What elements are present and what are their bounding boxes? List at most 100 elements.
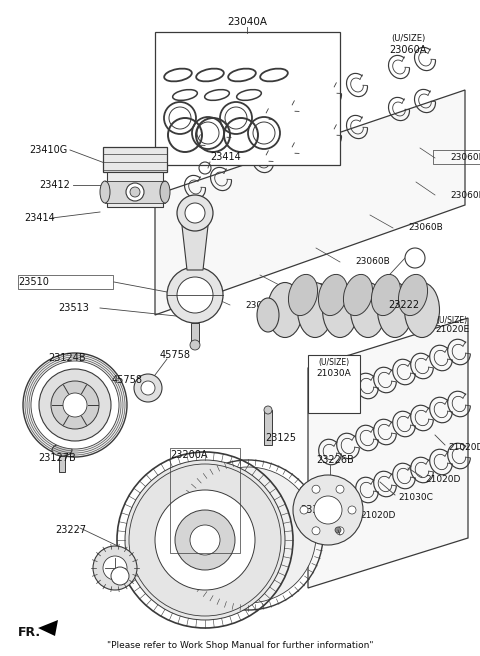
Bar	[103, 147, 167, 172]
Circle shape	[180, 467, 316, 603]
Circle shape	[314, 496, 342, 524]
Circle shape	[264, 406, 272, 414]
Ellipse shape	[267, 283, 302, 337]
Text: 23060B: 23060B	[300, 283, 335, 293]
Circle shape	[405, 248, 425, 268]
Bar	[155, 32, 340, 165]
Text: 23060B: 23060B	[450, 154, 480, 163]
Ellipse shape	[318, 274, 348, 316]
Text: "Please refer to Work Shop Manual for further information": "Please refer to Work Shop Manual for fu…	[107, 640, 373, 649]
Text: 23510: 23510	[18, 277, 49, 287]
Bar	[170, 448, 240, 553]
Polygon shape	[181, 217, 209, 270]
Text: 23040A: 23040A	[227, 17, 267, 27]
Polygon shape	[38, 620, 58, 636]
Text: A: A	[117, 571, 123, 581]
Text: FR.: FR.	[18, 626, 41, 638]
Ellipse shape	[343, 274, 372, 316]
Ellipse shape	[405, 283, 440, 337]
Ellipse shape	[52, 444, 72, 456]
Circle shape	[141, 381, 155, 395]
Circle shape	[129, 464, 281, 616]
Circle shape	[185, 203, 205, 223]
Text: 23060B: 23060B	[408, 224, 443, 232]
Ellipse shape	[323, 283, 358, 337]
Circle shape	[23, 353, 127, 457]
Circle shape	[155, 490, 255, 590]
Circle shape	[293, 475, 363, 545]
Text: 23200A: 23200A	[170, 450, 207, 460]
Bar	[59, 456, 65, 472]
Circle shape	[130, 187, 140, 197]
Bar	[264, 410, 272, 445]
Circle shape	[125, 460, 285, 620]
Circle shape	[300, 506, 308, 514]
Text: (U/SIZE): (U/SIZE)	[391, 33, 425, 43]
Ellipse shape	[288, 274, 318, 316]
Text: 21030C: 21030C	[398, 493, 433, 502]
Ellipse shape	[377, 283, 412, 337]
Circle shape	[336, 485, 344, 493]
Circle shape	[39, 369, 111, 441]
Bar	[105, 181, 165, 203]
Bar	[107, 172, 163, 207]
Text: 23060B: 23060B	[355, 258, 390, 266]
Text: 21030A: 21030A	[317, 369, 351, 377]
Ellipse shape	[398, 274, 428, 316]
Circle shape	[335, 527, 341, 533]
Text: 23127B: 23127B	[38, 453, 76, 463]
Bar	[191, 323, 199, 345]
Circle shape	[312, 527, 320, 535]
Bar	[433, 150, 480, 164]
Circle shape	[177, 277, 213, 313]
Text: 23227: 23227	[55, 525, 86, 535]
Circle shape	[31, 361, 119, 449]
Circle shape	[126, 183, 144, 201]
Circle shape	[312, 485, 320, 493]
Circle shape	[103, 556, 127, 580]
Text: 23414: 23414	[210, 152, 241, 162]
Bar	[18, 275, 113, 289]
Text: 23226B: 23226B	[316, 455, 354, 465]
Text: 23125: 23125	[265, 433, 296, 443]
Text: 21020D: 21020D	[448, 443, 480, 453]
Text: 23513: 23513	[58, 303, 89, 313]
Circle shape	[134, 374, 162, 402]
Circle shape	[190, 340, 200, 350]
Text: 23124B: 23124B	[48, 353, 85, 363]
Circle shape	[177, 195, 213, 231]
Circle shape	[336, 527, 344, 535]
Text: 21020D: 21020D	[360, 512, 396, 520]
Text: (U/SIZE): (U/SIZE)	[318, 358, 349, 367]
Circle shape	[63, 393, 87, 417]
Text: 23311B: 23311B	[300, 505, 337, 515]
Circle shape	[93, 546, 137, 590]
Text: 23060B: 23060B	[450, 190, 480, 199]
Ellipse shape	[298, 283, 333, 337]
Circle shape	[190, 525, 220, 555]
Text: 23110: 23110	[308, 373, 339, 383]
Circle shape	[348, 506, 356, 514]
Bar	[308, 355, 360, 413]
Text: 23412: 23412	[39, 180, 70, 190]
Circle shape	[51, 381, 99, 429]
Text: (U/SIZE): (U/SIZE)	[436, 316, 468, 325]
Text: 21020D: 21020D	[425, 476, 460, 485]
Text: 23060B: 23060B	[245, 300, 280, 310]
Text: 23222: 23222	[388, 300, 419, 310]
Ellipse shape	[160, 181, 170, 203]
Circle shape	[111, 567, 129, 585]
Ellipse shape	[372, 274, 401, 316]
Circle shape	[167, 267, 223, 323]
Circle shape	[175, 510, 235, 570]
Text: 23410G: 23410G	[30, 145, 68, 155]
Polygon shape	[155, 90, 465, 315]
Text: A: A	[412, 253, 418, 263]
Polygon shape	[308, 318, 468, 588]
Text: 21020E: 21020E	[435, 325, 469, 335]
Text: 23060A: 23060A	[389, 45, 427, 55]
Text: 23414: 23414	[24, 213, 55, 223]
Ellipse shape	[257, 298, 279, 332]
Text: 45758: 45758	[160, 350, 191, 360]
Text: 45758: 45758	[112, 375, 143, 385]
